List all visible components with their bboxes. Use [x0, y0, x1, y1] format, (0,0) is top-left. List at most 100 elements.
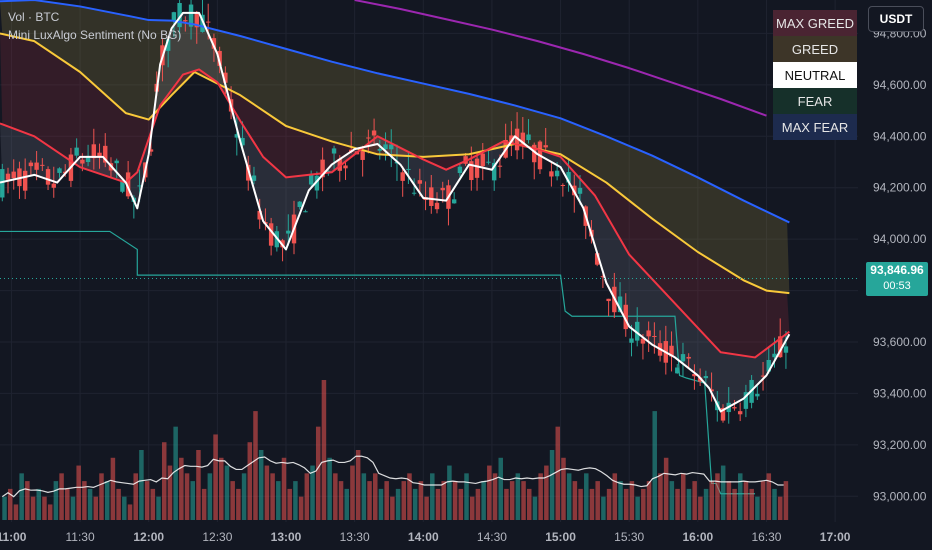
volume-indicator-label[interactable]: Vol · BTC [8, 10, 60, 24]
candle-body [675, 367, 680, 374]
volume-bar [327, 457, 332, 520]
volume-bar [464, 473, 469, 520]
volume-bar [42, 496, 47, 520]
candle-body [114, 160, 119, 164]
volume-bar [2, 496, 7, 520]
volume-bar [487, 465, 492, 520]
candle-body [617, 296, 623, 313]
time-tick-label: 13:30 [340, 530, 370, 544]
candle-body [760, 375, 766, 377]
volume-bar [99, 473, 104, 520]
volume-bar [173, 426, 178, 520]
candle-body [206, 21, 211, 23]
candle-body [457, 166, 463, 174]
candle-body [440, 187, 445, 191]
sentiment-indicator-label[interactable]: Mini LuxAlgo Sentiment (No BG) [8, 28, 182, 42]
candle-body [360, 150, 365, 160]
volume-bar [709, 481, 715, 520]
candle-body [148, 149, 154, 152]
volume-bar [350, 465, 355, 520]
candle-body [429, 187, 434, 206]
volume-bar [641, 488, 646, 520]
volume-bar [36, 488, 42, 520]
candle-body [297, 201, 302, 208]
volume-bar [196, 450, 201, 520]
candle-body [383, 144, 388, 150]
candle-body [686, 356, 691, 359]
volume-bar [247, 442, 253, 520]
candle-body [600, 276, 606, 278]
time-axis [0, 522, 932, 550]
volume-bar [544, 465, 549, 520]
volume-bar [675, 488, 680, 520]
candle-body [85, 155, 91, 163]
candle-body [743, 392, 749, 409]
volume-bar [76, 465, 81, 520]
volume-bar [738, 473, 743, 520]
volume-bar [82, 481, 87, 520]
volume-bar [59, 473, 64, 520]
volume-bar [720, 465, 726, 520]
volume-bar [355, 450, 361, 520]
volume-bar [65, 488, 70, 520]
candle-body [703, 376, 709, 379]
volume-ma-line [1, 455, 784, 498]
candle-body [434, 202, 440, 210]
volume-bar [475, 488, 481, 520]
time-tick-label: 15:00 [545, 530, 576, 544]
last-price-tag: 93,846.96 00:53 [866, 262, 928, 296]
candle-body [560, 184, 566, 186]
volume-bar [424, 496, 429, 520]
volume-bar [595, 481, 600, 520]
candle-body [331, 148, 337, 154]
volume-bar [755, 496, 760, 520]
candle-body [314, 175, 320, 191]
volume-bar [623, 488, 629, 520]
volume-bar [407, 473, 412, 520]
volume-bar [521, 481, 526, 520]
volume-bar [481, 481, 486, 520]
time-tick-label: 14:00 [408, 530, 439, 544]
time-tick-label: 16:00 [682, 530, 713, 544]
candle-body [200, 14, 205, 32]
price-tick-label: 93,400.00 [873, 386, 927, 400]
candle-body [11, 171, 16, 179]
volume-bar [766, 473, 772, 520]
candle-body [268, 223, 274, 246]
candle-body [389, 144, 394, 150]
volume-bar [201, 488, 207, 520]
last-price-value: 93,846.96 [870, 263, 924, 277]
candle-body [411, 192, 417, 194]
candle-body [28, 162, 34, 167]
candle-body [514, 128, 520, 151]
candle-body [194, 12, 199, 28]
candle-body [692, 373, 697, 377]
candle-body [103, 145, 108, 163]
volume-bar [492, 473, 498, 520]
candle-body [211, 38, 217, 49]
price-tick-label: 94,600.00 [873, 78, 927, 92]
volume-bar [19, 473, 24, 520]
candle-body [74, 147, 79, 156]
candle-body [303, 211, 308, 213]
volume-bar [509, 481, 515, 520]
volume-bar [578, 488, 583, 520]
volume-bar [378, 488, 384, 520]
candle-body [480, 153, 485, 167]
currency-badge[interactable]: USDT [868, 6, 924, 32]
volume-bar [412, 488, 418, 520]
candle-body [188, 4, 194, 27]
candle-body [5, 173, 11, 180]
volume-bar [298, 496, 304, 520]
bar-countdown: 00:53 [883, 280, 911, 292]
volume-bar [373, 473, 378, 520]
candle-body [635, 321, 640, 341]
volume-bar [310, 465, 315, 520]
volume-bar [287, 488, 292, 520]
volume-bar [230, 481, 235, 520]
volume-bar [441, 481, 446, 520]
candle-body [251, 175, 257, 181]
volume-bar [93, 496, 99, 520]
candle-body [492, 162, 497, 181]
candle-body [532, 144, 537, 163]
